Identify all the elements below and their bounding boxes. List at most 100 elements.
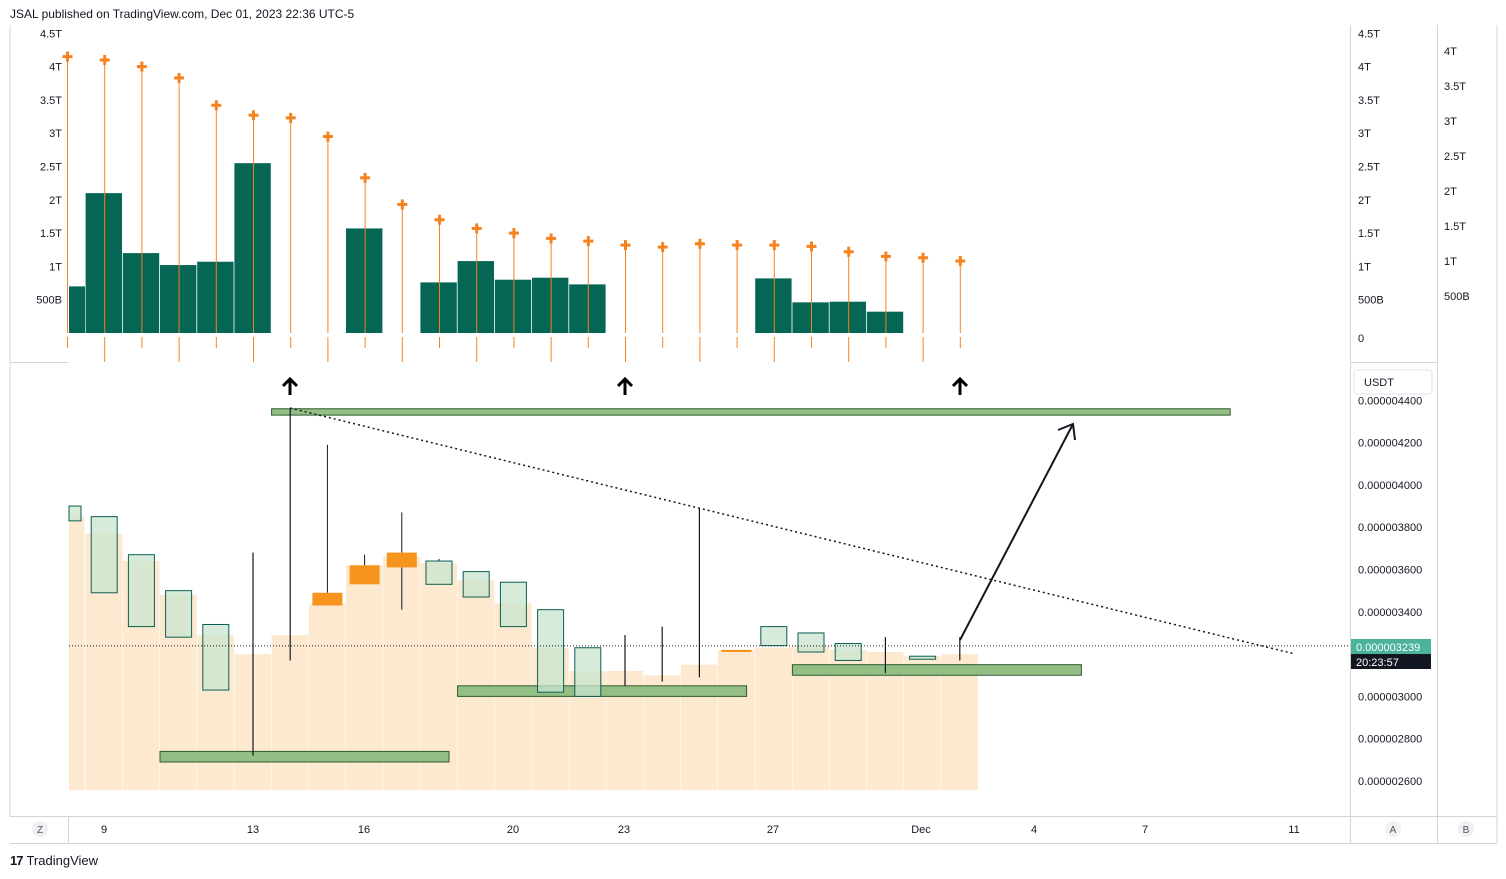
volume-axis-tick-far-right: 4T [1444,46,1457,58]
price-axis-tick: 0.000003000 [1358,691,1422,703]
volume-axis-tick-left: 2T [49,195,62,207]
time-axis-tick: 13 [247,824,259,836]
price-axis-tick: 0.000003800 [1358,522,1422,534]
horizontal-zone [271,408,1231,416]
projection-arrow-head [1057,422,1076,441]
volume-bar [346,228,383,333]
candle-body [574,647,602,697]
volume-axis-tick-left: 500B [36,295,62,307]
candle-body [499,581,527,628]
volume-bar [160,265,197,333]
tradingview-brand[interactable]: 17 TradingView [10,853,98,868]
volume-bar [755,278,792,333]
price-axis-tick: 0.000002600 [1358,776,1422,788]
volume-bar [569,284,606,333]
volume-axis-tick-left: 3.5T [40,95,62,107]
candle-body [127,554,155,628]
volume-axis-tick-left: 3T [49,128,62,140]
volume-axis-tick-right: 4T [1358,62,1371,74]
time-axis-tick: Dec [911,824,931,836]
candle-body [909,655,937,660]
volume-bar [457,261,494,333]
price-axis-tick: 0.000003600 [1358,565,1422,577]
candle-body [834,643,862,661]
price-band-column [904,656,942,790]
horizontal-zone [791,664,1082,676]
volume-axis-tick-right: 3T [1358,128,1371,140]
svg-text:USDT: USDT [1364,377,1394,389]
candle-body [760,626,788,647]
horizontal-zone [159,750,450,763]
time-axis-tick: 4 [1031,824,1037,836]
volume-axis-tick-right: 3.5T [1358,95,1380,107]
volume-bar [866,311,904,333]
volume-axis-tick-far-right: 1.5T [1444,221,1466,233]
currency-badge[interactable]: USDT [1353,369,1433,395]
volume-axis-tick-far-right: 3T [1444,116,1457,128]
volume-axis-tick-left: 1.5T [40,228,62,240]
volume-axis-tick-right: 500B [1358,295,1384,307]
volume-axis-tick-far-right: 1T [1444,256,1457,268]
volume-bar [829,301,866,333]
candle-body [462,571,490,598]
price-band-column [271,635,309,790]
candle-body [721,649,752,652]
volume-axis-tick-far-right: 500B [1444,291,1470,303]
corner-a-button[interactable]: A [1385,821,1401,837]
volume-bar [532,277,569,333]
price-band-column [680,664,718,790]
svg-text:Z: Z [37,825,43,836]
candle-body [425,560,453,585]
time-axis-tick: 20 [507,824,519,836]
volume-bar [494,279,532,333]
price-axis-tick: 0.000004400 [1358,395,1422,407]
volume-axis-tick-far-right: 2T [1444,186,1457,198]
horizontal-zone [457,685,748,697]
volume-bar [234,163,271,333]
up-arrow-icon [281,376,299,388]
time-axis-tick: 7 [1142,824,1148,836]
volume-bar [122,253,160,333]
price-band-column [457,580,495,790]
brand-name: TradingView [26,853,99,868]
candle-body [797,632,825,653]
candle-body [165,590,193,638]
volume-bar [420,282,457,333]
price-band-column [718,649,756,790]
price-axis-tick: 0.000004000 [1358,480,1422,492]
time-axis-tick: 11 [1288,824,1299,836]
volume-axis-tick-right: 4.5T [1358,28,1380,40]
corner-z-button[interactable]: Z [32,821,48,837]
volume-axis-tick-far-right: 3.5T [1444,81,1466,93]
volume-axis-tick-left: 2.5T [40,162,62,174]
candle-body [202,623,230,691]
volume-axis-tick-right: 0 [1358,333,1364,345]
up-arrow-icon [951,376,969,388]
svg-text:20:23:57: 20:23:57 [1356,657,1399,669]
volume-bar [197,261,234,333]
volume-axis-tick-right: 2.5T [1358,162,1380,174]
volume-axis-tick-far-right: 2.5T [1444,151,1466,163]
corner-b-button[interactable]: B [1458,821,1474,837]
price-band-column [69,516,85,790]
volume-axis-tick-left: 4T [49,62,62,74]
last-price-tag: 0.000003239 20:23:57 [1351,639,1431,669]
volume-bar [69,286,85,333]
volume-axis-tick-right: 2T [1358,195,1371,207]
time-axis-tick: 27 [767,824,779,836]
price-band-column [755,647,793,790]
svg-text:B: B [1463,825,1470,836]
volume-axis-tick-left: 1T [49,261,62,273]
price-axis-tick: 0.000002800 [1358,734,1422,746]
time-axis-tick: 9 [101,824,107,836]
projection-arrow-line [959,423,1074,641]
volume-bar [85,193,122,333]
candle-body [386,552,417,568]
price-axis-tick: 0.000004200 [1358,438,1422,450]
candle-body [349,565,380,585]
volume-axis-tick-right: 1.5T [1358,228,1380,240]
candle-body [68,505,82,522]
up-arrow-icon [616,376,634,388]
candle-body [537,609,565,693]
